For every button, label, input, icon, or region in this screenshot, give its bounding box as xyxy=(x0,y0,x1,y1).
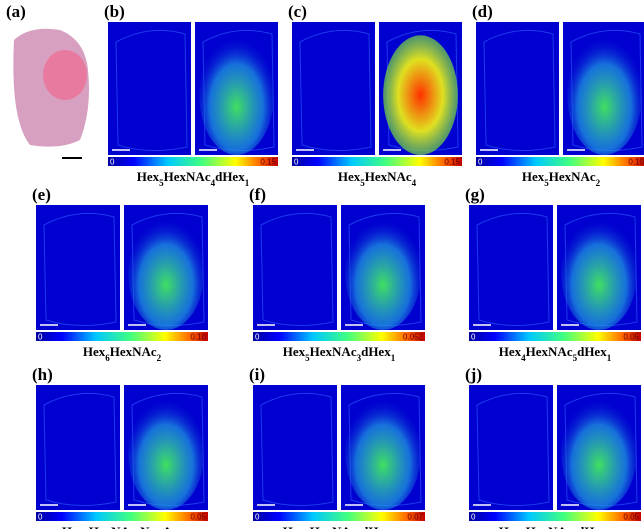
msi-image xyxy=(469,205,553,330)
panel-label: (h) xyxy=(32,365,53,384)
compound-name: Hex5HexNAc2 xyxy=(522,169,601,188)
colorbar xyxy=(253,332,425,341)
colorbar-min: 0 xyxy=(471,333,476,342)
panel-label: (i) xyxy=(249,365,265,384)
panel-label: (c) xyxy=(288,2,307,21)
signal xyxy=(345,398,421,511)
colorbar-min: 0 xyxy=(110,158,115,167)
signal xyxy=(199,35,274,155)
colorbar-min: 0 xyxy=(471,513,476,522)
msi-image xyxy=(292,22,375,155)
colorbar-max: 0.052 xyxy=(403,333,424,342)
colorbar-max: 0.07 xyxy=(407,513,423,522)
msi-image xyxy=(36,385,120,510)
msi-image xyxy=(476,22,559,155)
colorbar xyxy=(108,157,278,166)
msi-image xyxy=(469,385,553,510)
panel-label: (j) xyxy=(465,365,482,384)
colorbar-min: 0 xyxy=(294,158,299,167)
tissue-image xyxy=(13,29,89,158)
msi-image xyxy=(253,205,337,330)
colorbar-max: 0.05 xyxy=(623,333,639,342)
compound-name: Hex6HexNAc2 xyxy=(83,344,162,363)
colorbar-max: 0.05 xyxy=(190,513,206,522)
panel-label: (d) xyxy=(472,2,493,21)
colorbar-max: 0.15 xyxy=(444,158,460,167)
panel-label: (e) xyxy=(32,185,51,204)
panel-label: (b) xyxy=(104,2,125,21)
compound-name: Hex5HexNAc4 xyxy=(338,169,417,188)
colorbar xyxy=(36,332,208,341)
colorbar xyxy=(292,157,462,166)
colorbar xyxy=(253,512,425,521)
colorbar xyxy=(476,157,644,166)
msi-image xyxy=(253,385,337,510)
msi-image xyxy=(36,205,120,330)
colorbar-min: 0 xyxy=(478,158,483,167)
signal xyxy=(383,35,458,155)
signal xyxy=(561,398,637,511)
colorbar-min: 0 xyxy=(255,513,260,522)
compound-name: Hex5HexNAc3dHex1 xyxy=(283,344,396,363)
signal xyxy=(128,218,204,331)
figure: (a) (b) 0 0.15 Hex5HexNAc4dHex1 (c) 0 0.15 Hex5H… xyxy=(0,0,644,529)
colorbar-max: 0.10 xyxy=(190,333,206,342)
compound-name: Hex5HexNAc4dHex1 xyxy=(137,169,250,188)
colorbar-max: 0.05 xyxy=(623,513,639,522)
colorbar xyxy=(36,512,208,521)
colorbar-max: 0.15 xyxy=(260,158,276,167)
colorbar xyxy=(469,332,641,341)
signal xyxy=(567,35,642,155)
compound-name: Hex5HexNAc4NeuAc1 xyxy=(62,524,183,529)
colorbar-min: 0 xyxy=(38,513,43,522)
compound-name: Hex4HexNAc5dHex1 xyxy=(499,344,612,363)
panel-label: (g) xyxy=(465,185,485,204)
colorbar-max: 0.10 xyxy=(628,158,644,167)
compound-name: Hex5HexNAc5dHex1 xyxy=(283,524,396,529)
compound-name: Hex6HexNAc5dHex1 xyxy=(499,524,612,529)
panel-label: (f) xyxy=(249,185,266,204)
signal xyxy=(128,398,204,511)
panel-label: (a) xyxy=(6,2,26,21)
signal xyxy=(561,218,637,331)
colorbar-min: 0 xyxy=(38,333,43,342)
colorbar xyxy=(469,512,641,521)
colorbar-min: 0 xyxy=(255,333,260,342)
msi-image xyxy=(108,22,191,155)
signal xyxy=(345,218,421,331)
